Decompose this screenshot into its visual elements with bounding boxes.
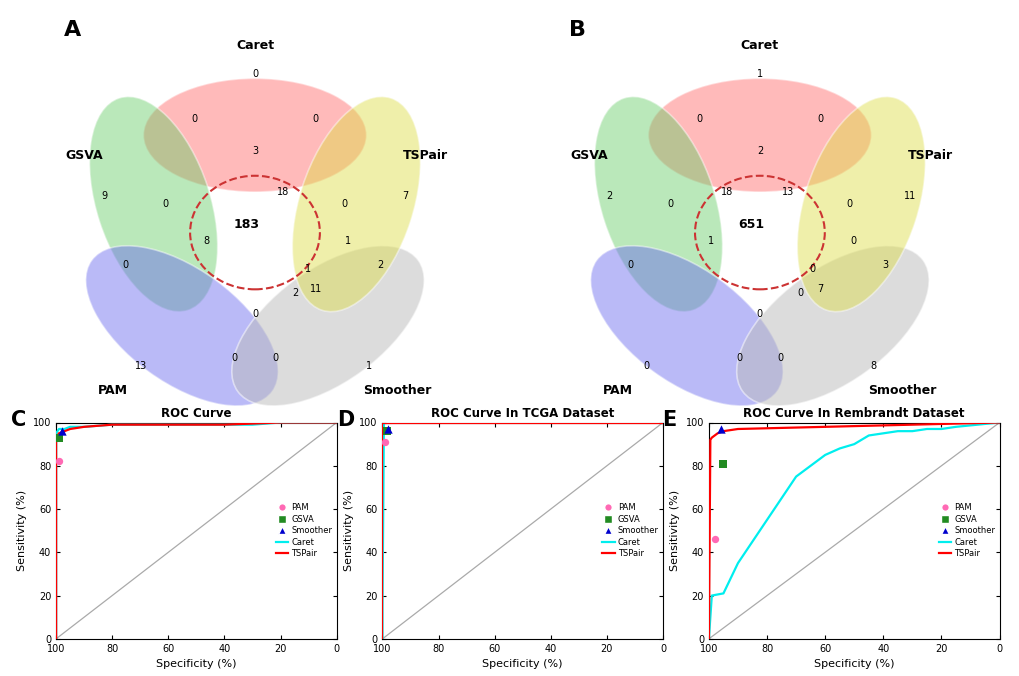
Point: [714, 458, 731, 469]
Legend: PAM, GSVA, Smoother, Caret, TSPair: PAM, GSVA, Smoother, Caret, TSPair: [275, 503, 332, 558]
Text: 0: 0: [272, 354, 278, 363]
Text: 13: 13: [136, 362, 148, 371]
Point: [377, 437, 393, 448]
Text: 0: 0: [163, 199, 169, 209]
Text: D: D: [337, 410, 355, 429]
Ellipse shape: [90, 97, 217, 312]
Ellipse shape: [736, 246, 928, 406]
Text: 3: 3: [881, 260, 888, 270]
Ellipse shape: [648, 78, 870, 192]
Text: 11: 11: [903, 191, 915, 201]
Text: 2: 2: [756, 147, 762, 156]
Text: PAM: PAM: [602, 384, 633, 397]
Ellipse shape: [594, 97, 721, 312]
Text: GSVA: GSVA: [66, 149, 103, 162]
Text: 18: 18: [720, 187, 733, 197]
Text: 0: 0: [695, 114, 701, 124]
X-axis label: Specificity (%): Specificity (%): [156, 659, 236, 669]
Text: 0: 0: [797, 289, 803, 298]
Text: C: C: [11, 410, 26, 429]
Text: 0: 0: [643, 362, 649, 371]
Y-axis label: Sensitivity (%): Sensitivity (%): [669, 490, 680, 571]
Text: Smoother: Smoother: [363, 384, 431, 397]
Y-axis label: Sensitivity (%): Sensitivity (%): [343, 490, 354, 571]
Text: Smoother: Smoother: [867, 384, 935, 397]
Text: 0: 0: [340, 199, 346, 209]
Ellipse shape: [797, 97, 924, 312]
X-axis label: Specificity (%): Specificity (%): [482, 659, 562, 669]
Text: A: A: [64, 20, 82, 40]
Text: 0: 0: [756, 309, 762, 318]
Text: 0: 0: [627, 260, 633, 270]
Text: 1: 1: [365, 362, 371, 371]
Ellipse shape: [86, 246, 278, 406]
Point: [51, 432, 67, 443]
Text: 0: 0: [252, 309, 258, 318]
Text: 9: 9: [102, 191, 108, 201]
Text: 18: 18: [277, 187, 289, 197]
Text: 0: 0: [122, 260, 128, 270]
Point: [51, 456, 67, 467]
Text: 2: 2: [292, 289, 299, 298]
Text: 0: 0: [231, 354, 237, 363]
Point: [706, 534, 722, 545]
Ellipse shape: [144, 78, 366, 192]
Ellipse shape: [590, 246, 783, 406]
Text: 1: 1: [707, 236, 713, 245]
Text: 183: 183: [233, 218, 260, 231]
Point: [53, 426, 69, 437]
Text: 0: 0: [252, 70, 258, 79]
Text: 0: 0: [667, 199, 674, 209]
Ellipse shape: [292, 97, 420, 312]
Text: 0: 0: [809, 264, 815, 274]
Point: [378, 426, 394, 437]
Text: 7: 7: [817, 285, 823, 294]
Text: 0: 0: [817, 114, 823, 124]
Text: E: E: [661, 410, 676, 429]
Text: TSPair: TSPair: [907, 149, 952, 162]
Text: 1: 1: [756, 70, 762, 79]
Point: [380, 424, 396, 435]
Text: GSVA: GSVA: [571, 149, 607, 162]
Text: 7: 7: [401, 191, 408, 201]
Title: ROC Curve: ROC Curve: [161, 407, 231, 420]
Text: 2: 2: [377, 260, 383, 270]
Y-axis label: Sensitivity (%): Sensitivity (%): [17, 490, 28, 571]
Text: 8: 8: [869, 362, 875, 371]
Text: Caret: Caret: [740, 39, 779, 53]
Text: 1: 1: [305, 264, 311, 274]
Text: 2: 2: [606, 191, 612, 201]
Text: Caret: Caret: [235, 39, 274, 53]
Title: ROC Curve In Rembrandt Dataset: ROC Curve In Rembrandt Dataset: [743, 407, 964, 420]
Point: [711, 424, 728, 435]
Text: 0: 0: [845, 199, 851, 209]
Legend: PAM, GSVA, Smoother, Caret, TSPair: PAM, GSVA, Smoother, Caret, TSPair: [937, 503, 995, 558]
Text: 1: 1: [344, 236, 351, 245]
Text: 13: 13: [782, 187, 794, 197]
Text: 0: 0: [849, 236, 855, 245]
Text: 651: 651: [738, 218, 764, 231]
Text: PAM: PAM: [98, 384, 128, 397]
X-axis label: Specificity (%): Specificity (%): [813, 659, 894, 669]
Ellipse shape: [231, 246, 424, 406]
Text: 0: 0: [191, 114, 197, 124]
Text: 0: 0: [776, 354, 783, 363]
Text: 3: 3: [252, 147, 258, 156]
Text: 8: 8: [203, 236, 209, 245]
Title: ROC Curve In TCGA Dataset: ROC Curve In TCGA Dataset: [431, 407, 613, 420]
Text: 0: 0: [313, 114, 319, 124]
Legend: PAM, GSVA, Smoother, Caret, TSPair: PAM, GSVA, Smoother, Caret, TSPair: [601, 503, 658, 558]
Text: B: B: [569, 20, 585, 40]
Text: 0: 0: [736, 354, 742, 363]
Text: 11: 11: [310, 285, 322, 294]
Text: TSPair: TSPair: [403, 149, 447, 162]
